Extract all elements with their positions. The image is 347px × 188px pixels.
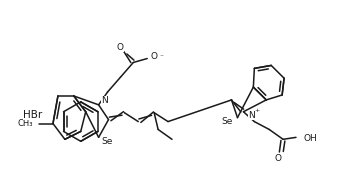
- Text: CH₃: CH₃: [18, 119, 33, 128]
- Text: Se: Se: [102, 137, 113, 146]
- Text: O: O: [117, 43, 124, 52]
- Text: +: +: [255, 108, 260, 113]
- Text: Se: Se: [221, 117, 232, 126]
- Text: O: O: [275, 154, 282, 163]
- Text: N: N: [101, 96, 108, 105]
- Text: HBr: HBr: [23, 110, 42, 120]
- Text: O: O: [151, 52, 158, 61]
- Text: N: N: [248, 111, 255, 120]
- Text: ⁻: ⁻: [159, 52, 163, 61]
- Text: OH: OH: [304, 134, 318, 143]
